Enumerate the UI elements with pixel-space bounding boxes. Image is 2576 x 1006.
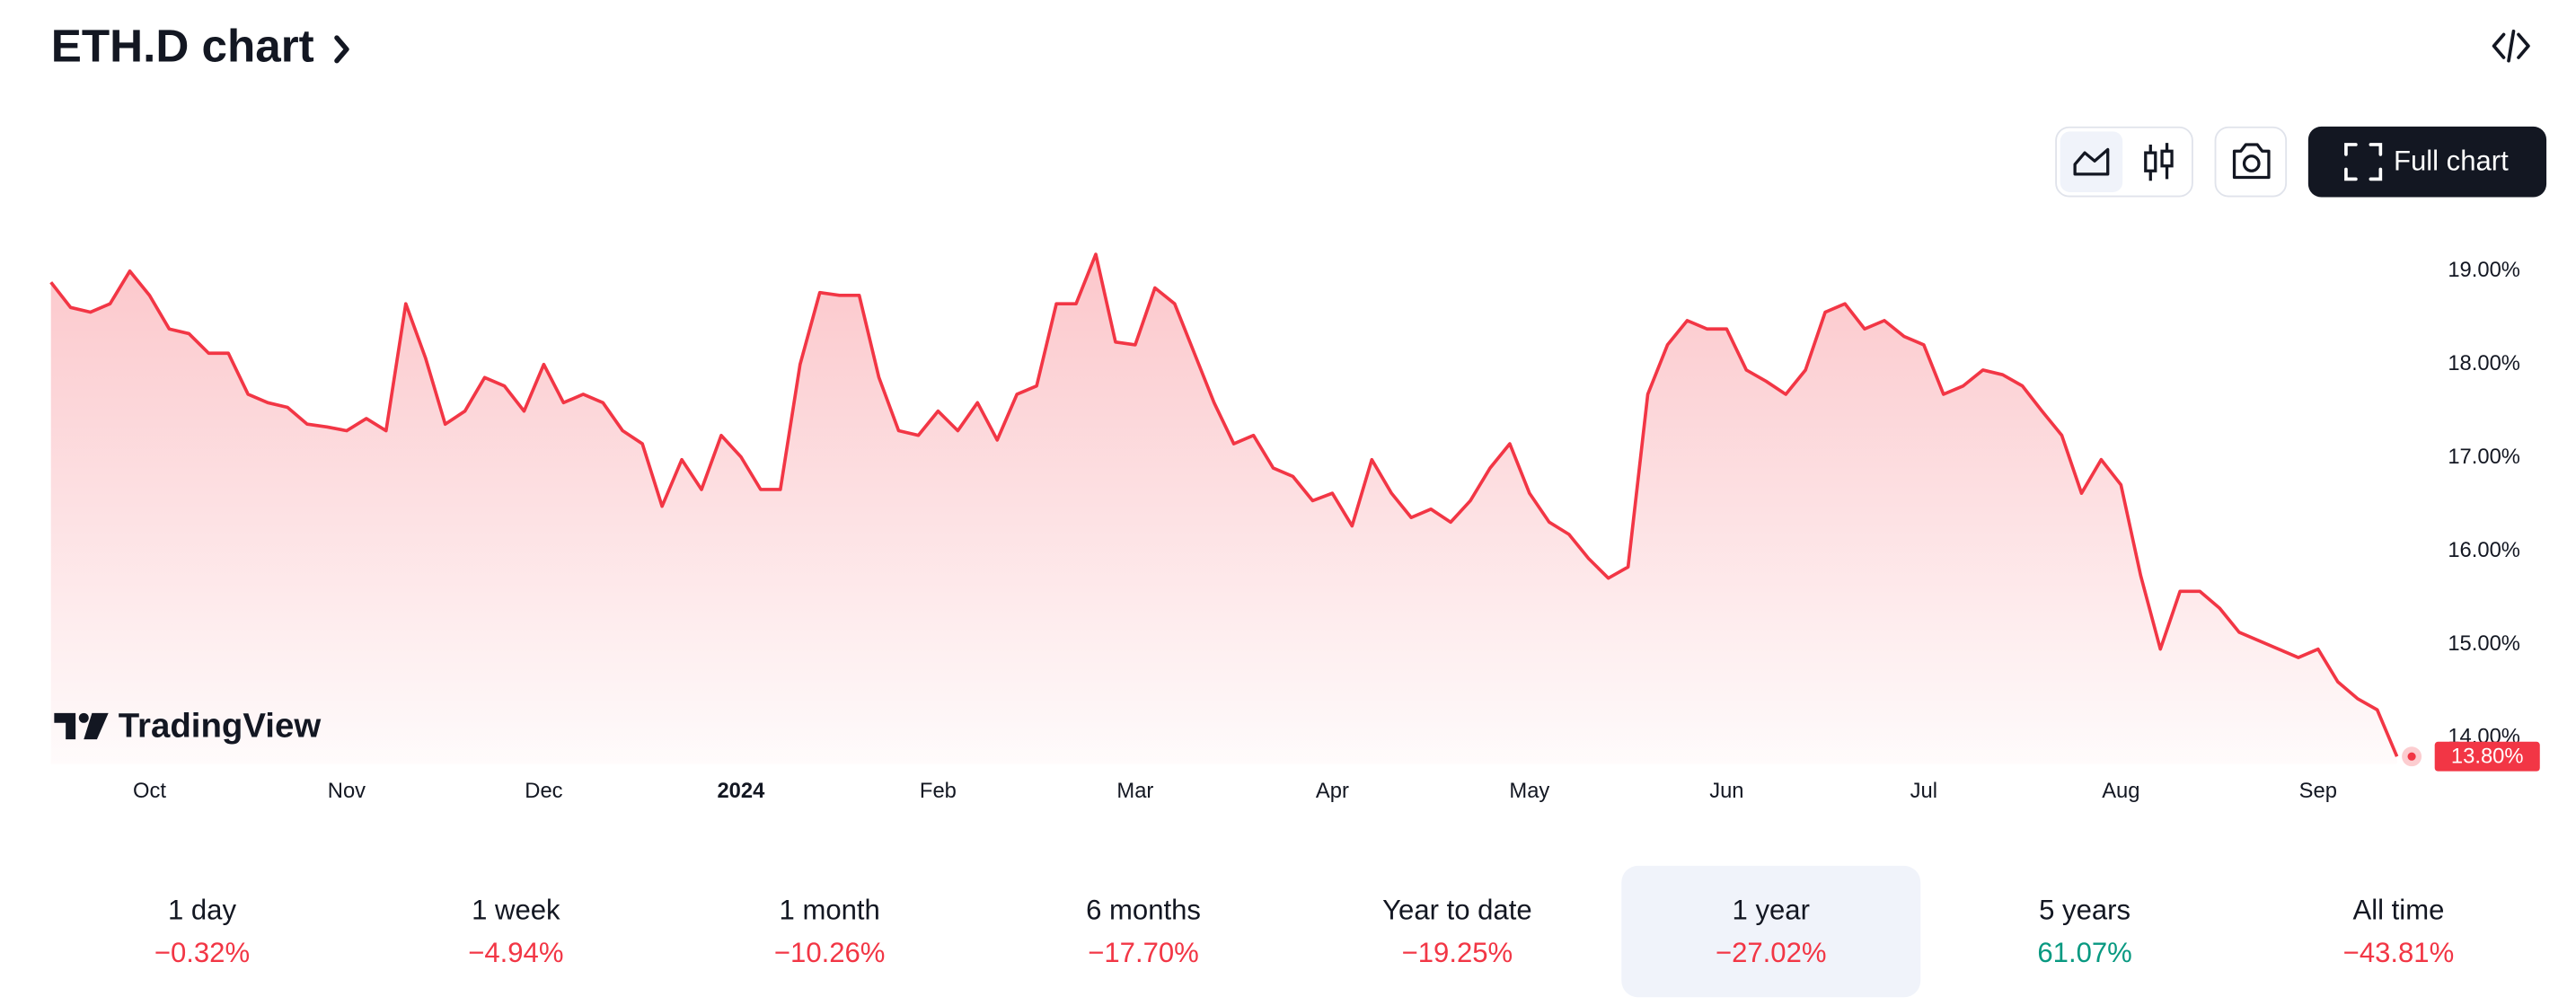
period-label: Year to date xyxy=(1382,894,1531,925)
period-tab[interactable]: 1 year −27.02% xyxy=(1621,865,1921,998)
watermark: TradingView xyxy=(54,706,321,745)
last-point xyxy=(2407,752,2416,761)
area-fill xyxy=(50,254,2397,764)
header[interactable]: ETH.D chart xyxy=(51,20,349,71)
title[interactable]: ETH.D chart xyxy=(51,20,314,71)
x-tick-label: Apr xyxy=(1316,779,1349,803)
period-label: 1 day xyxy=(168,894,236,925)
camera-lens-icon xyxy=(2242,154,2261,172)
period-change: 61.07% xyxy=(2037,937,2131,968)
button-label: Full chart xyxy=(2394,145,2509,176)
candle-style-button[interactable] xyxy=(2144,143,2174,181)
embed-button[interactable] xyxy=(2492,29,2530,63)
x-tick-label: Oct xyxy=(133,779,166,803)
snapshot-button[interactable] xyxy=(2214,126,2288,198)
x-tick-label: Sep xyxy=(2299,779,2337,803)
period-tabs: 1 day −0.32% 1 week −4.94% 1 month −10.26% 6 m… xyxy=(154,865,2455,998)
period-tab[interactable]: 1 week −4.94% xyxy=(468,894,563,968)
candle-body-icon xyxy=(2160,149,2174,168)
button-bg xyxy=(2214,126,2288,198)
period-tab[interactable]: 6 months −17.70% xyxy=(1086,894,1201,968)
period-change: −19.25% xyxy=(1402,937,1513,968)
period-label: 1 week xyxy=(472,894,560,925)
period-tab[interactable]: 5 years 61.07% xyxy=(2037,894,2131,968)
full-chart-button[interactable]: Full chart xyxy=(2307,126,2547,198)
period-change: −43.81% xyxy=(2343,937,2455,968)
watermark-text: TradingView xyxy=(119,706,322,745)
last-value-badge xyxy=(2434,741,2540,772)
x-tick-label: Jun xyxy=(1709,779,1743,803)
y-tick-label: 19.00% xyxy=(2448,258,2520,282)
button-bg xyxy=(2307,126,2547,198)
period-label: 1 year xyxy=(1733,894,1810,925)
period-change: −4.94% xyxy=(468,937,563,968)
x-tick-label: Mar xyxy=(1116,779,1153,803)
chevron-icon xyxy=(334,35,349,64)
period-tab[interactable]: 1 month −10.26% xyxy=(774,894,886,968)
code-icon xyxy=(2492,29,2530,63)
x-tick-label: Nov xyxy=(328,779,366,803)
x-tick-label: Dec xyxy=(525,779,562,803)
period-label: 5 years xyxy=(2039,894,2130,925)
period-change: −17.70% xyxy=(1088,937,1199,968)
period-change: −27.02% xyxy=(1716,937,1827,968)
selected-bg xyxy=(1621,865,1921,998)
plot-area: 14.00%15.00%16.00%17.00%18.00%19.00%Oct N… xyxy=(49,252,2540,803)
y-tick-label: 16.00% xyxy=(2448,538,2520,562)
period-label: 6 months xyxy=(1086,894,1201,925)
period-tab[interactable]: Year to date −19.25% xyxy=(1382,894,1531,968)
y-tick-label: 18.00% xyxy=(2448,351,2520,375)
button-bg xyxy=(2060,131,2123,193)
area-style-button[interactable] xyxy=(2060,131,2123,193)
y-tick-label: 17.00% xyxy=(2448,445,2520,469)
period-change: −10.26% xyxy=(774,937,886,968)
y-tick-label: 15.00% xyxy=(2448,631,2520,656)
period-label: All time xyxy=(2353,894,2445,925)
line xyxy=(49,252,2399,757)
candle-body-icon xyxy=(2144,151,2157,172)
logo-mark xyxy=(54,712,76,740)
logo-mark xyxy=(78,712,89,723)
period-tab[interactable]: All time −43.81% xyxy=(2343,894,2455,968)
last-value-label: 13.80% xyxy=(2451,744,2524,768)
logo-mark xyxy=(84,712,109,740)
fullscreen-icon xyxy=(2344,143,2383,181)
x-tick-label: Jul xyxy=(1910,779,1937,803)
x-tick-label: Aug xyxy=(2102,779,2139,803)
x-tick-label: May xyxy=(1509,779,1549,803)
period-change: −0.32% xyxy=(154,937,250,968)
camera-icon xyxy=(2232,143,2271,180)
period-tab[interactable]: 1 day −0.32% xyxy=(154,894,250,968)
period-label: 1 month xyxy=(780,894,880,925)
x-tick-label: Feb xyxy=(920,779,957,803)
area-icon xyxy=(2073,147,2110,176)
x-tick-label: 2024 xyxy=(717,779,765,803)
